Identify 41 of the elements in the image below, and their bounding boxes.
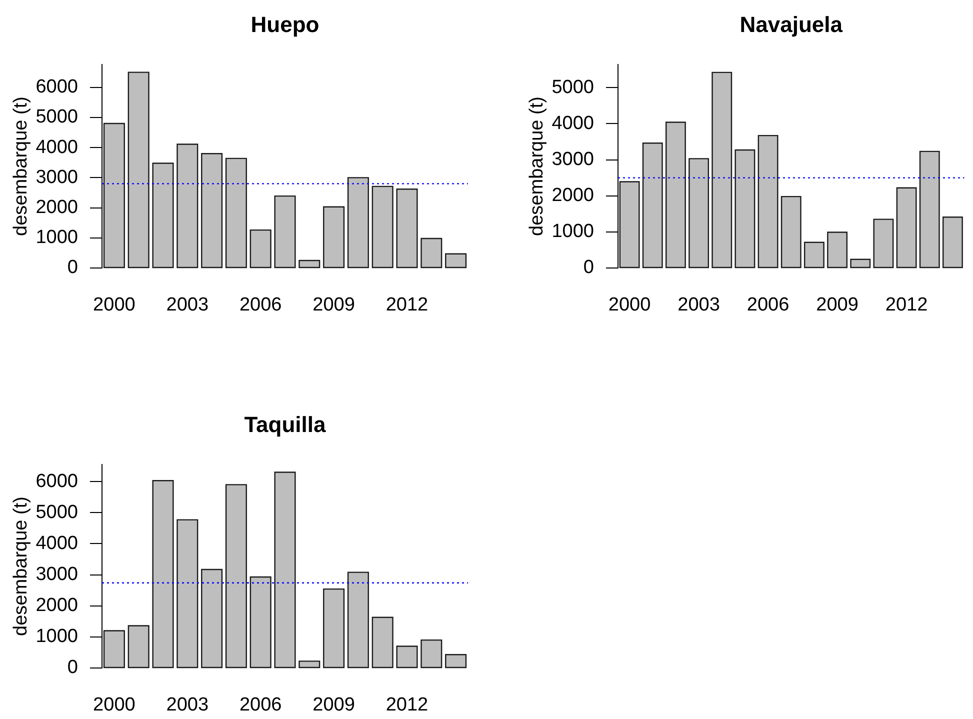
y-tick-label: 2000: [552, 185, 594, 206]
x-tick-label: 2006: [239, 694, 282, 716]
y-tick-label: 0: [583, 257, 594, 278]
x-tick-label: 2003: [166, 294, 209, 316]
y-tick-label: 3000: [36, 166, 78, 188]
x-tick-label: 2012: [386, 694, 428, 716]
y-tick-label: 5000: [552, 76, 594, 98]
y-tick-label: 0: [67, 657, 78, 678]
x-tick-label: 2003: [678, 294, 720, 316]
y-tick-label: 0: [67, 257, 78, 278]
x-tick-label: 2009: [816, 294, 858, 316]
y-axis-title: desembarque (t): [10, 96, 32, 236]
y-tick-label: 3000: [36, 564, 78, 586]
x-tick-label: 2006: [746, 294, 790, 316]
y-tick-label: 1000: [36, 227, 78, 248]
chart-title: Navajuela: [740, 12, 844, 38]
x-tick-label: 2012: [386, 294, 428, 316]
x-tick-label: 2000: [608, 294, 651, 316]
x-tick-label: 2006: [239, 294, 282, 316]
y-tick-label: 6000: [36, 76, 78, 98]
x-tick-label: 2009: [312, 694, 355, 716]
chart-title: Huepo: [250, 12, 320, 38]
y-tick-label: 4000: [36, 136, 78, 158]
y-tick-label: 2000: [36, 595, 78, 616]
x-tick-label: 2012: [885, 294, 928, 316]
y-tick-label: 2000: [36, 197, 78, 218]
x-tick-label: 2000: [93, 694, 136, 716]
y-axis-title: desembarque (t): [526, 96, 548, 236]
y-tick-label: 1000: [36, 626, 78, 648]
y-tick-label: 4000: [552, 112, 594, 134]
y-tick-label: 3000: [552, 148, 594, 170]
y-tick-label: 6000: [36, 470, 78, 492]
chart-title: Taquilla: [244, 412, 327, 438]
y-tick-label: 5000: [36, 502, 78, 523]
y-tick-label: 1000: [552, 221, 594, 242]
x-tick-label: 2000: [93, 294, 136, 316]
y-tick-label: 5000: [36, 106, 78, 128]
x-tick-label: 2009: [312, 294, 355, 316]
y-axis-title: desembarque (t): [10, 496, 32, 636]
y-tick-label: 4000: [36, 532, 78, 554]
x-tick-label: 2003: [166, 694, 209, 716]
